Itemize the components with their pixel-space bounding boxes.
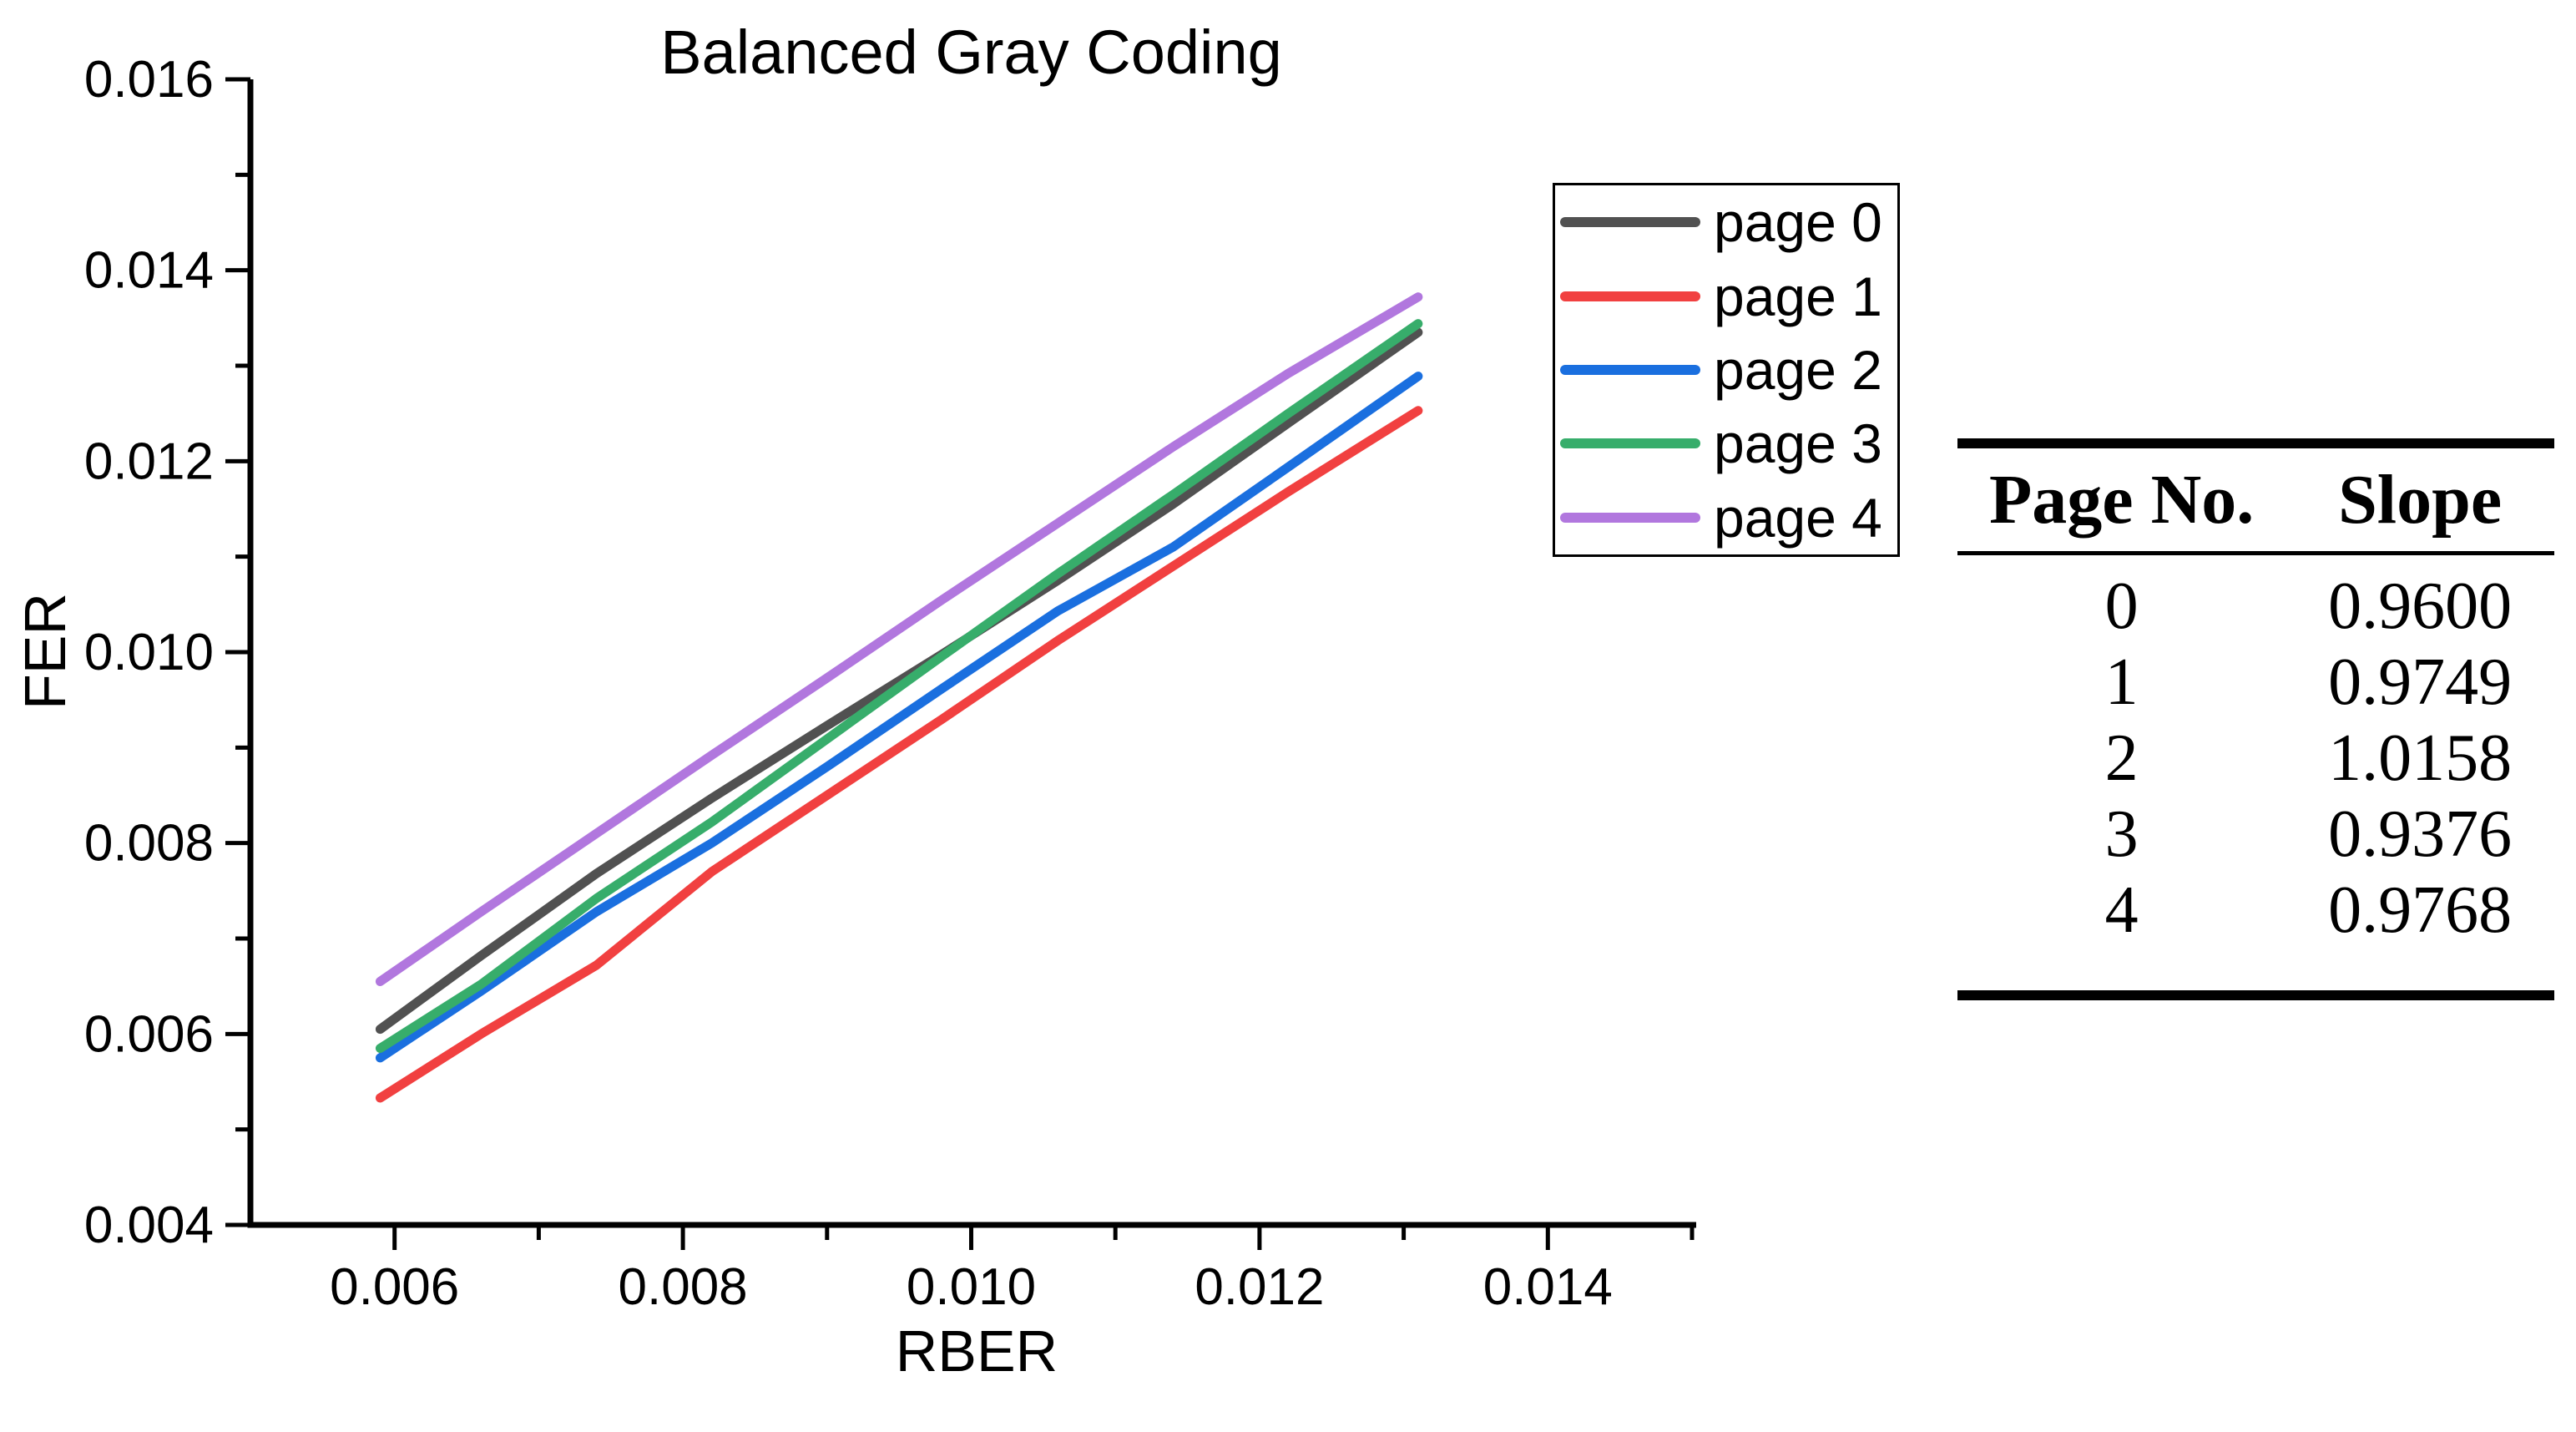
y-axis-tick-label: 0.014 [84, 242, 214, 300]
table-row: 3 0.9376 [1957, 797, 2554, 873]
legend-item-page-2: page 2 [1560, 338, 1897, 402]
y-axis-tick-label: 0.004 [84, 1197, 214, 1254]
table-header-page-no: Page No. [1988, 461, 2255, 539]
x-axis-tick-label: 0.012 [1195, 1258, 1324, 1316]
legend-line-sample [1560, 364, 1700, 375]
legend-label: page 1 [1714, 265, 1882, 327]
table-body: 0 0.9600 1 0.9749 2 1.0158 3 0.9376 4 0.9768 [1957, 555, 2554, 949]
legend-line-sample [1560, 217, 1700, 228]
x-axis-title: RBER [895, 1318, 1058, 1384]
table-cell-slope: 0.9768 [2328, 873, 2513, 947]
series-line-page-4 [375, 292, 1423, 986]
series-line-page-2 [375, 372, 1423, 1063]
slope-table: Page No. Slope 0 0.9600 1 0.9749 2 1.0158 3 0.9… [1957, 438, 2554, 1000]
y-axis-tick-label: 0.016 [84, 51, 214, 109]
table-cell-page-no: 0 [2104, 569, 2139, 643]
legend-item-page-0: page 0 [1560, 190, 1897, 254]
series-line-page-0 [375, 327, 1423, 1035]
table-row: 2 1.0158 [1957, 721, 2554, 797]
table-cell-slope: 0.9749 [2328, 645, 2513, 719]
x-axis-tick-label: 0.010 [907, 1258, 1036, 1316]
legend-box: page 0 page 1 page 2 page 3 page 4 [1553, 183, 1900, 557]
legend-label: page 2 [1714, 338, 1882, 401]
table-row: 0 0.9600 [1957, 569, 2554, 645]
table-cell-page-no: 1 [2104, 645, 2139, 719]
x-axis-tick-label: 0.006 [330, 1258, 459, 1316]
table-cell-slope: 1.0158 [2328, 721, 2513, 795]
table-row: 1 0.9749 [1957, 645, 2554, 721]
table-header-slope: Slope [2338, 461, 2503, 539]
legend-item-page-3: page 3 [1560, 412, 1897, 475]
legend-line-sample [1560, 291, 1700, 301]
legend-item-page-1: page 1 [1560, 265, 1897, 328]
table-cell-slope: 0.9600 [2328, 569, 2513, 643]
y-axis-tick-label: 0.008 [84, 815, 214, 873]
x-axis-tick-label: 0.014 [1483, 1258, 1613, 1316]
series-line-page-1 [375, 406, 1423, 1103]
table-header-row: Page No. Slope [1957, 448, 2554, 551]
chart-title: Balanced Gray Coding [660, 18, 1282, 87]
legend-label: page 4 [1714, 486, 1882, 549]
x-axis-tick-label: 0.008 [619, 1258, 748, 1316]
table-cell-page-no: 2 [2104, 721, 2139, 795]
table-top-rule [1957, 438, 2554, 448]
table-row: 4 0.9768 [1957, 873, 2554, 949]
y-axis-tick-label: 0.010 [84, 624, 214, 681]
legend-label: page 0 [1714, 191, 1882, 254]
series-line-page-3 [375, 319, 1423, 1053]
y-axis-tick-label: 0.006 [84, 1005, 214, 1063]
legend-line-sample [1560, 438, 1700, 449]
table-cell-slope: 0.9376 [2328, 797, 2513, 871]
y-axis-title: FER [13, 593, 78, 710]
legend-item-page-4: page 4 [1560, 486, 1897, 549]
table-cell-page-no: 4 [2104, 873, 2139, 947]
legend-label: page 3 [1714, 412, 1882, 475]
table-cell-page-no: 3 [2104, 797, 2139, 871]
table-header-rule [1957, 551, 2554, 555]
legend-line-sample [1560, 512, 1700, 523]
y-axis-tick-label: 0.012 [84, 433, 214, 490]
table-bottom-rule [1957, 990, 2554, 1000]
